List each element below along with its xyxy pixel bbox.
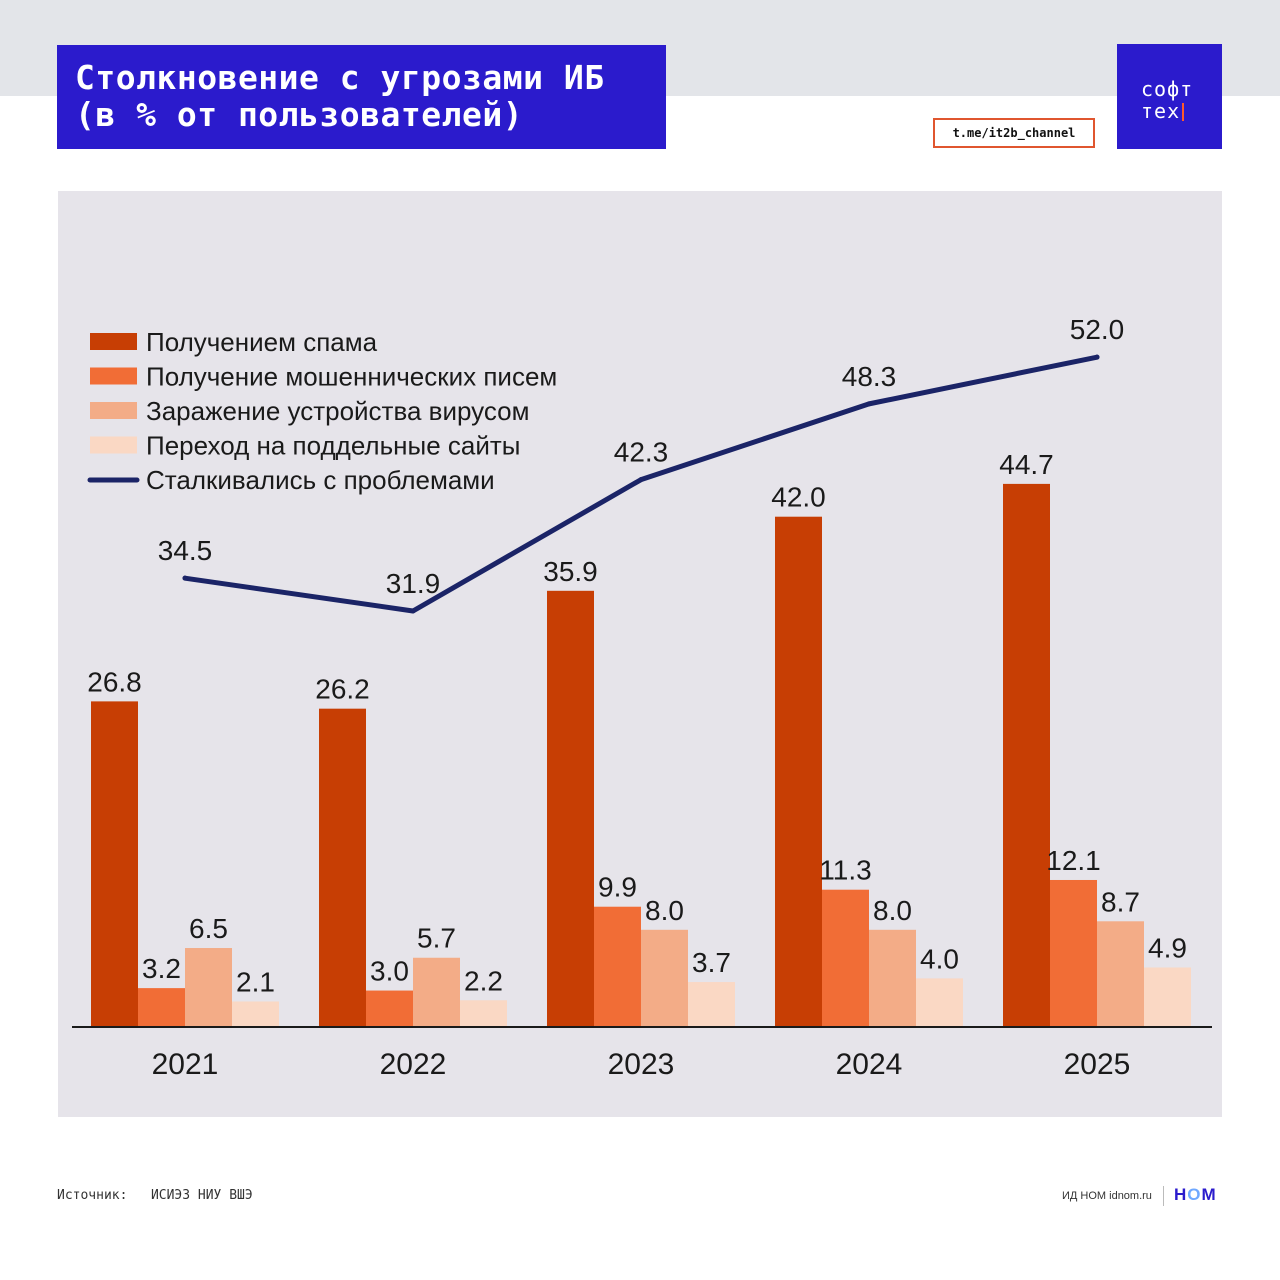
x-tick-label-2021: 2021	[152, 1048, 219, 1081]
bar-label-1-2023: 9.9	[598, 872, 637, 903]
line-point-2022	[410, 608, 416, 614]
bar-label-3-2024: 4.0	[920, 943, 959, 974]
line-label-2023: 42.3	[614, 437, 669, 468]
publisher-link[interactable]: ИД НОМ idnom.ru	[1062, 1190, 1152, 1202]
source-note: Источник: ИСИЭЗ НИУ ВШЭ	[57, 1188, 253, 1203]
x-tick-label-2022: 2022	[380, 1048, 447, 1081]
bar-3-2024	[916, 978, 963, 1027]
bar-0-2021	[91, 701, 138, 1027]
bar-label-2-2022: 5.7	[417, 923, 456, 954]
bar-label-0-2021: 26.8	[87, 666, 142, 697]
legend-swatch-2	[90, 402, 137, 419]
title-box: Столкновение с угрозами ИБ (в % от польз…	[57, 45, 666, 149]
bar-3-2025	[1144, 967, 1191, 1027]
chart-area: 26.8 26.2 35.9 42.0 44.7 3.2 3.0 9.9 11.3 12.1 6.5…	[58, 191, 1222, 1117]
bar-label-1-2021: 3.2	[142, 953, 181, 984]
logo-line-2: тех	[1141, 99, 1181, 123]
x-tick-label-2023: 2023	[608, 1048, 675, 1081]
legend-swatch-3	[90, 436, 137, 454]
bar-2-2022	[413, 957, 460, 1027]
line-point-2025	[1094, 354, 1100, 360]
bar-0-2022	[319, 708, 366, 1027]
bar-2-2024	[869, 929, 916, 1027]
line-point-2023	[638, 477, 644, 483]
line-label-2025: 52.0	[1070, 314, 1125, 345]
bar-0-2025	[1003, 483, 1050, 1027]
bar-label-1-2025: 12.1	[1046, 845, 1101, 876]
footer-divider	[1163, 1186, 1164, 1206]
legend-swatch-1	[90, 367, 137, 385]
bar-0-2024	[775, 516, 822, 1027]
channel-link[interactable]: t.me/it2b_channel	[933, 118, 1095, 148]
logo-line-2-wrap: тех	[1141, 99, 1185, 123]
line-label-2022: 31.9	[386, 568, 441, 599]
line-point-2021	[182, 575, 188, 581]
bar-1-2025	[1050, 879, 1097, 1027]
brand-m: M	[1201, 1185, 1217, 1204]
legend-label-1: Получение мошеннических писем	[146, 362, 557, 392]
bar-label-0-2022: 26.2	[315, 674, 370, 705]
line-label-2021: 34.5	[158, 535, 213, 566]
bar-label-3-2022: 2.2	[464, 965, 503, 996]
line-point-2024	[866, 401, 872, 407]
cursor-icon	[1182, 103, 1185, 121]
nom-logo[interactable]: HOM	[1174, 1185, 1217, 1205]
bar-label-2-2023: 8.0	[645, 895, 684, 926]
bar-label-3-2025: 4.9	[1148, 932, 1187, 963]
bar-3-2022	[460, 1000, 507, 1027]
title-line-1: Столкновение с угрозами ИБ	[75, 58, 605, 97]
bar-label-3-2023: 3.7	[692, 947, 731, 978]
bar-label-0-2024: 42.0	[771, 482, 826, 513]
source-value: ИСИЭЗ НИУ ВШЭ	[150, 1188, 253, 1203]
bar-label-3-2021: 2.1	[236, 966, 275, 997]
bar-1-2022	[366, 990, 413, 1027]
bar-2-2025	[1097, 921, 1144, 1027]
bar-1-2024	[822, 889, 869, 1027]
bar-label-2-2024: 8.0	[873, 895, 912, 926]
legend-label-4: Сталкивались с проблемами	[146, 465, 495, 495]
source-label: Источник:	[57, 1188, 128, 1203]
bar-label-2-2025: 8.7	[1101, 886, 1140, 917]
bar-label-0-2025: 44.7	[999, 449, 1054, 480]
x-tick-label-2025: 2025	[1064, 1048, 1131, 1081]
bar-label-2-2021: 6.5	[189, 913, 228, 944]
bar-label-0-2023: 35.9	[543, 556, 598, 587]
bar-1-2023	[594, 906, 641, 1027]
legend-label-2: Заражение устройства вирусом	[146, 396, 530, 426]
chart-svg: 26.8 26.2 35.9 42.0 44.7 3.2 3.0 9.9 11.3 12.1 6.5…	[72, 314, 1212, 1081]
bar-2-2021	[185, 948, 232, 1027]
bar-3-2021	[232, 1001, 279, 1027]
bar-1-2021	[138, 988, 185, 1027]
legend-label-0: Получением спама	[146, 327, 378, 357]
softtech-logo[interactable]: софт тех	[1117, 44, 1222, 149]
bar-label-1-2022: 3.0	[370, 956, 409, 987]
legend-swatch-0	[90, 333, 137, 350]
bar-3-2023	[688, 982, 735, 1027]
line-label-2024: 48.3	[842, 361, 897, 392]
brand-h: H	[1174, 1185, 1188, 1204]
brand-o: O	[1187, 1185, 1202, 1204]
title-line-2: (в % от пользователей)	[75, 95, 524, 134]
bar-0-2023	[547, 590, 594, 1027]
bar-2-2023	[641, 929, 688, 1027]
legend-label-3: Переход на поддельные сайты	[146, 431, 520, 461]
bar-label-1-2024: 11.3	[819, 855, 871, 886]
logo-line-1: софт	[1141, 77, 1194, 101]
x-tick-label-2024: 2024	[836, 1048, 903, 1081]
